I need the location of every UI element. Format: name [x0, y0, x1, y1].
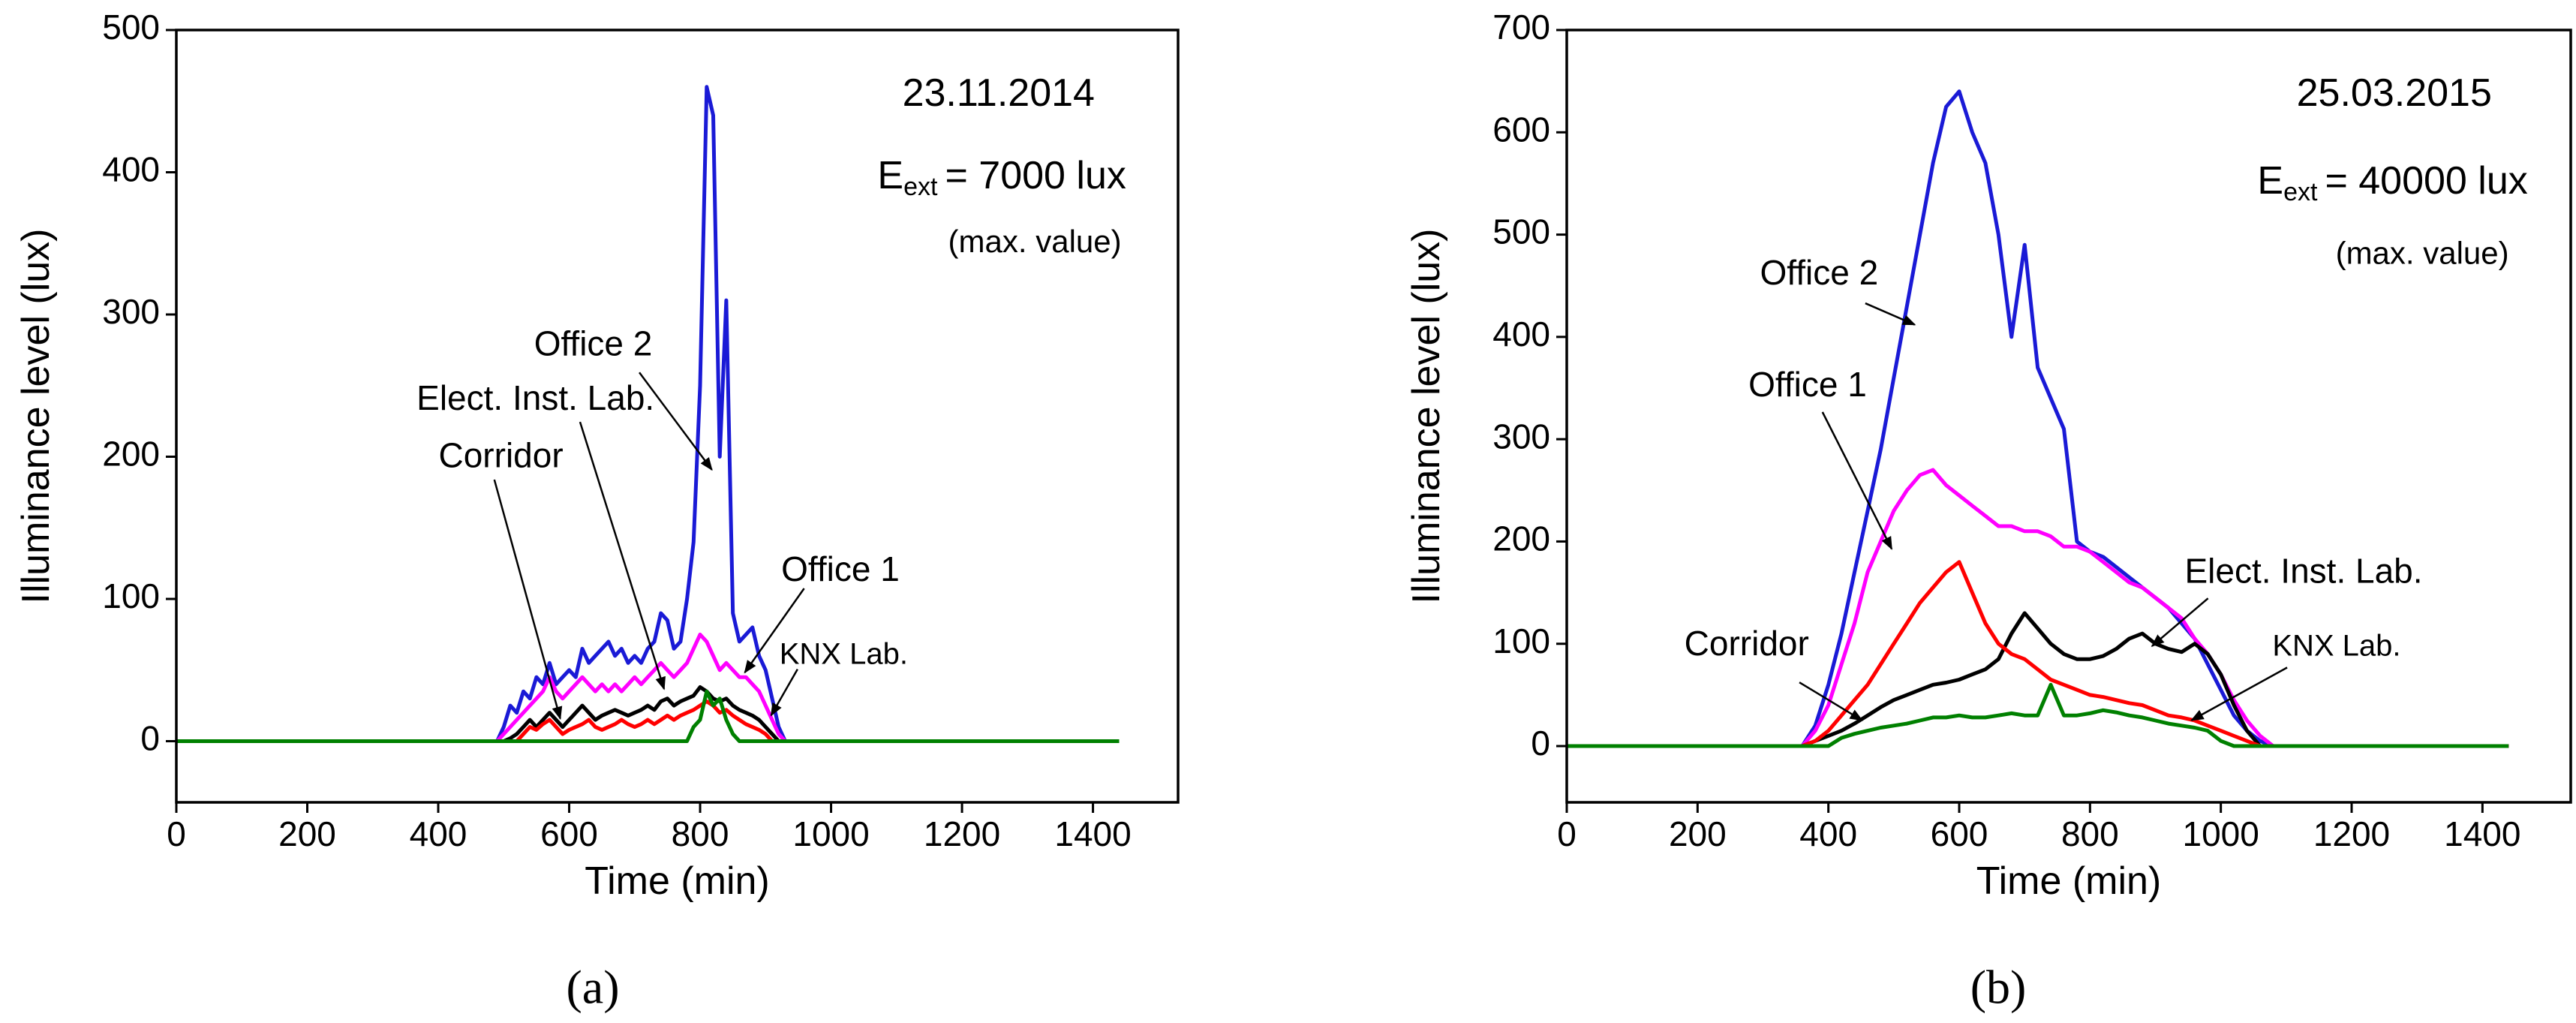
- series-line: [176, 85, 1120, 743]
- date-label: 25.03.2015: [2297, 71, 2492, 115]
- series-line: [1567, 468, 2509, 748]
- ext-symbol: E: [2257, 158, 2283, 202]
- x-tick-label: 0: [167, 814, 186, 853]
- y-tick-label: 400: [102, 150, 160, 189]
- panel-caption: (a): [566, 961, 619, 1014]
- note-label: (max. value): [948, 224, 1122, 259]
- series-line: [1567, 611, 2509, 748]
- y-tick-label: 500: [1492, 212, 1550, 251]
- series-label: Elect. Inst. Lab.: [2184, 551, 2422, 590]
- ext-subscript: ext: [2283, 178, 2318, 206]
- series-line: [1567, 560, 2509, 748]
- y-tick-label: 600: [1492, 110, 1550, 149]
- x-tick-label: 1200: [2313, 814, 2390, 853]
- x-tick-label: 800: [672, 814, 729, 853]
- series-label: Office 2: [1760, 253, 1879, 292]
- x-tick-label: 1200: [924, 814, 1000, 853]
- y-axis-label: Illuminance level (lux): [14, 229, 58, 604]
- y-tick-label: 700: [1492, 8, 1550, 47]
- external-illuminance: Eext = 7000 lux: [877, 154, 1126, 201]
- y-tick-label: 400: [1492, 314, 1550, 354]
- x-tick-label: 400: [1799, 814, 1857, 853]
- y-tick-label: 100: [102, 576, 160, 615]
- series-line: [176, 685, 1120, 743]
- ext-symbol: E: [877, 154, 903, 197]
- annotation-arrow: [2151, 597, 2209, 647]
- x-tick-label: 200: [1669, 814, 1727, 853]
- y-tick-label: 0: [140, 719, 160, 758]
- x-tick-label: 1400: [1054, 814, 1131, 853]
- series-line: [176, 689, 1120, 743]
- series-line: [176, 632, 1120, 743]
- panel-caption: (b): [1970, 961, 2027, 1014]
- y-tick-label: 100: [1492, 621, 1550, 660]
- x-tick-label: 1000: [2182, 814, 2259, 853]
- plot-frame: [1565, 29, 2572, 804]
- y-tick-label: 0: [1531, 724, 1550, 763]
- x-tick-label: 0: [1557, 814, 1577, 853]
- x-tick-label: 600: [1931, 814, 1988, 853]
- series-label: KNX Lab.: [780, 638, 908, 671]
- y-tick-label: 200: [102, 435, 160, 474]
- date-label: 23.11.2014: [903, 71, 1095, 115]
- external-illuminance: Eext = 40000 lux: [2257, 158, 2527, 206]
- x-tick-label: 600: [540, 814, 598, 853]
- ext-value: = 40000 lux: [2325, 158, 2527, 202]
- annotation-arrow: [770, 668, 798, 717]
- x-tick-label: 200: [278, 814, 336, 853]
- annotation-arrow: [2190, 666, 2288, 721]
- y-axis-label: Illuminance level (lux): [1405, 229, 1448, 604]
- series-label: Elect. Inst. Lab.: [416, 378, 654, 417]
- series-label: Office 2: [534, 323, 653, 363]
- ext-subscript: ext: [903, 173, 938, 201]
- y-tick-label: 200: [1492, 519, 1550, 558]
- x-tick-label: 400: [410, 814, 467, 853]
- x-tick-label: 1400: [2444, 814, 2520, 853]
- series-label: Office 1: [781, 549, 900, 588]
- series-label: Corridor: [439, 436, 564, 475]
- x-tick-label: 1000: [792, 814, 869, 853]
- x-tick-label: 800: [2061, 814, 2119, 853]
- annotation-arrow: [639, 372, 713, 471]
- x-axis-label: Time (min): [585, 859, 770, 903]
- annotation-arrow: [1799, 681, 1863, 721]
- series-line: [1567, 682, 2509, 748]
- plot-frame: [175, 29, 1180, 804]
- y-tick-label: 300: [102, 292, 160, 331]
- series-label: KNX Lab.: [2272, 630, 2400, 663]
- series-line: [176, 700, 1120, 743]
- annotation-arrow: [744, 588, 805, 674]
- note-label: (max. value): [2336, 235, 2509, 270]
- annotation-arrow: [1865, 302, 1916, 326]
- chart-panel: 0 100 200 300 400 500 600 700 0 200 400 600 800 1000 1…: [1405, 8, 2572, 1014]
- chart-panel: 0 100 200 300 400 500 0 200 400 600 800 1000 1200 140…: [14, 8, 1180, 1014]
- x-axis-label: Time (min): [1976, 859, 2162, 903]
- y-tick-label: 300: [1492, 417, 1550, 456]
- y-tick-label: 500: [102, 8, 160, 47]
- annotation-arrow: [493, 479, 563, 721]
- series-label: Corridor: [1685, 624, 1809, 663]
- ext-value: = 7000 lux: [945, 154, 1126, 197]
- annotation-arrow: [1821, 411, 1893, 550]
- series-label: Office 1: [1748, 365, 1867, 404]
- annotation-arrow: [579, 421, 666, 691]
- series-line: [1567, 89, 2509, 748]
